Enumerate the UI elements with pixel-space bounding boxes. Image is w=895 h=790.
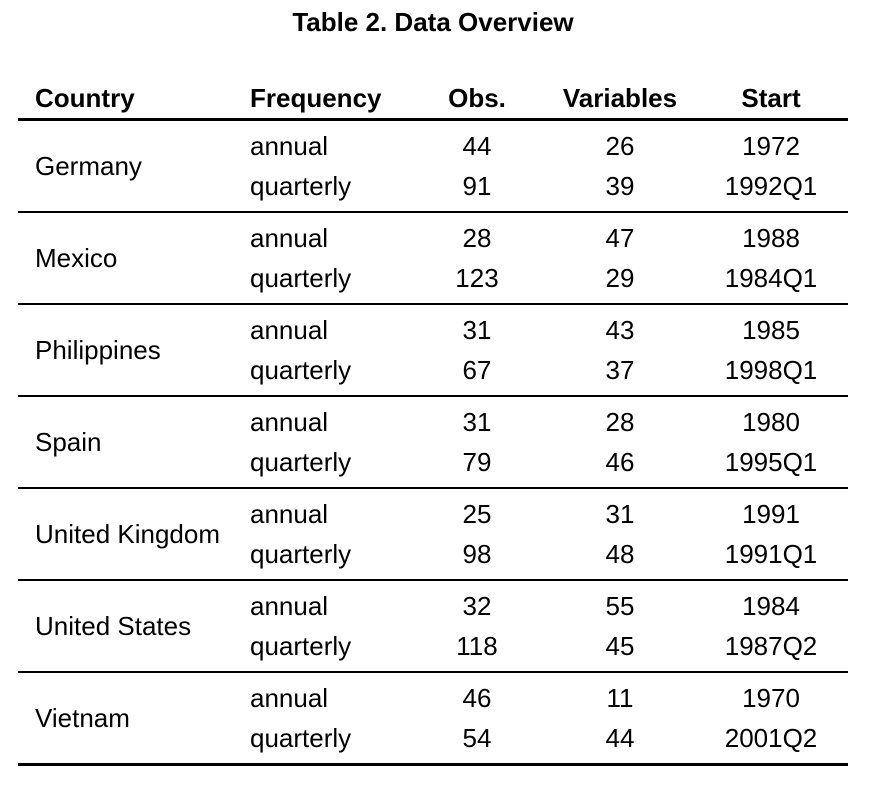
start-cell: 1984	[742, 591, 800, 621]
frequency-cell: annual	[250, 407, 329, 437]
frequency-cell: annual	[250, 131, 329, 161]
variables-cell: 46	[605, 447, 635, 477]
obs-cell: 31	[462, 407, 492, 437]
variables-cell: 43	[605, 315, 635, 345]
table-title: Table 2. Data Overview	[292, 7, 574, 37]
country-cell: Philippines	[35, 335, 161, 365]
start-cell: 1992Q1	[724, 171, 818, 201]
table-row-group-united-states: United States annual 32 55 1984 quarterl…	[18, 581, 848, 673]
start-cell: 2001Q2	[724, 723, 818, 753]
variables-cell: 44	[605, 723, 635, 753]
table-row-group-vietnam: Vietnam annual 46 11 1970 quarterly 54 4…	[18, 673, 848, 766]
data-table: Country Frequency Obs. Variables Start G…	[18, 78, 848, 766]
variables-cell: 26	[605, 131, 635, 161]
header-obs: Obs.	[448, 83, 506, 113]
table-row-group-philippines: Philippines annual 31 43 1985 quarterly …	[18, 305, 848, 397]
header-frequency: Frequency	[250, 83, 382, 113]
header-country: Country	[35, 83, 135, 113]
variables-cell: 39	[605, 171, 635, 201]
country-cell: Germany	[35, 151, 142, 181]
start-cell: 1980	[742, 407, 800, 437]
variables-cell: 29	[605, 263, 635, 293]
frequency-cell: quarterly	[250, 723, 352, 753]
table-row-group-germany: Germany annual 44 26 1972 quarterly 91 3…	[18, 121, 848, 213]
obs-cell: 98	[462, 539, 492, 569]
header-start: Start	[741, 83, 801, 113]
header-variables: Variables	[562, 83, 678, 113]
start-cell: 1984Q1	[724, 263, 818, 293]
obs-cell: 123	[455, 263, 499, 293]
obs-cell: 46	[462, 683, 492, 713]
variables-cell: 11	[606, 683, 634, 713]
frequency-cell: quarterly	[250, 263, 352, 293]
frequency-cell: annual	[250, 683, 329, 713]
variables-cell: 28	[605, 407, 635, 437]
start-cell: 1985	[742, 315, 800, 345]
table-header-row: Country Frequency Obs. Variables Start	[18, 78, 848, 121]
start-cell: 1995Q1	[724, 447, 818, 477]
frequency-cell: quarterly	[250, 447, 352, 477]
start-cell: 1991	[742, 499, 800, 529]
variables-cell: 55	[605, 591, 635, 621]
start-cell: 1998Q1	[724, 355, 818, 385]
start-cell: 1988	[742, 223, 800, 253]
variables-cell: 47	[605, 223, 635, 253]
table-row-group-united-kingdom: United Kingdom annual 25 31 1991 quarter…	[18, 489, 848, 581]
country-cell: United States	[35, 611, 192, 641]
obs-cell: 31	[462, 315, 492, 345]
table-row-group-spain: Spain annual 31 28 1980 quarterly 79 46 …	[18, 397, 848, 489]
frequency-cell: annual	[250, 315, 329, 345]
start-cell: 1987Q2	[724, 631, 818, 661]
frequency-cell: quarterly	[250, 631, 352, 661]
variables-cell: 31	[605, 499, 635, 529]
variables-cell: 37	[605, 355, 635, 385]
start-cell: 1972	[742, 131, 800, 161]
obs-cell: 32	[462, 591, 492, 621]
obs-cell: 25	[462, 499, 492, 529]
country-cell: United Kingdom	[35, 519, 220, 549]
variables-cell: 48	[605, 539, 635, 569]
country-cell: Mexico	[35, 243, 118, 273]
obs-cell: 91	[462, 171, 492, 201]
start-cell: 1991Q1	[724, 539, 818, 569]
table-row-group-mexico: Mexico annual 28 47 1988 quarterly 123 2…	[18, 213, 848, 305]
obs-cell: 118	[456, 631, 498, 661]
frequency-cell: annual	[250, 223, 329, 253]
obs-cell: 67	[462, 355, 492, 385]
variables-cell: 45	[605, 631, 635, 661]
frequency-cell: annual	[250, 499, 329, 529]
obs-cell: 28	[462, 223, 492, 253]
start-cell: 1970	[742, 683, 800, 713]
country-cell: Spain	[35, 427, 102, 457]
obs-cell: 79	[462, 447, 492, 477]
obs-cell: 44	[462, 131, 492, 161]
country-cell: Vietnam	[35, 703, 130, 733]
obs-cell: 54	[462, 723, 492, 753]
frequency-cell: quarterly	[250, 355, 352, 385]
frequency-cell: quarterly	[250, 171, 352, 201]
frequency-cell: quarterly	[250, 539, 352, 569]
frequency-cell: annual	[250, 591, 329, 621]
